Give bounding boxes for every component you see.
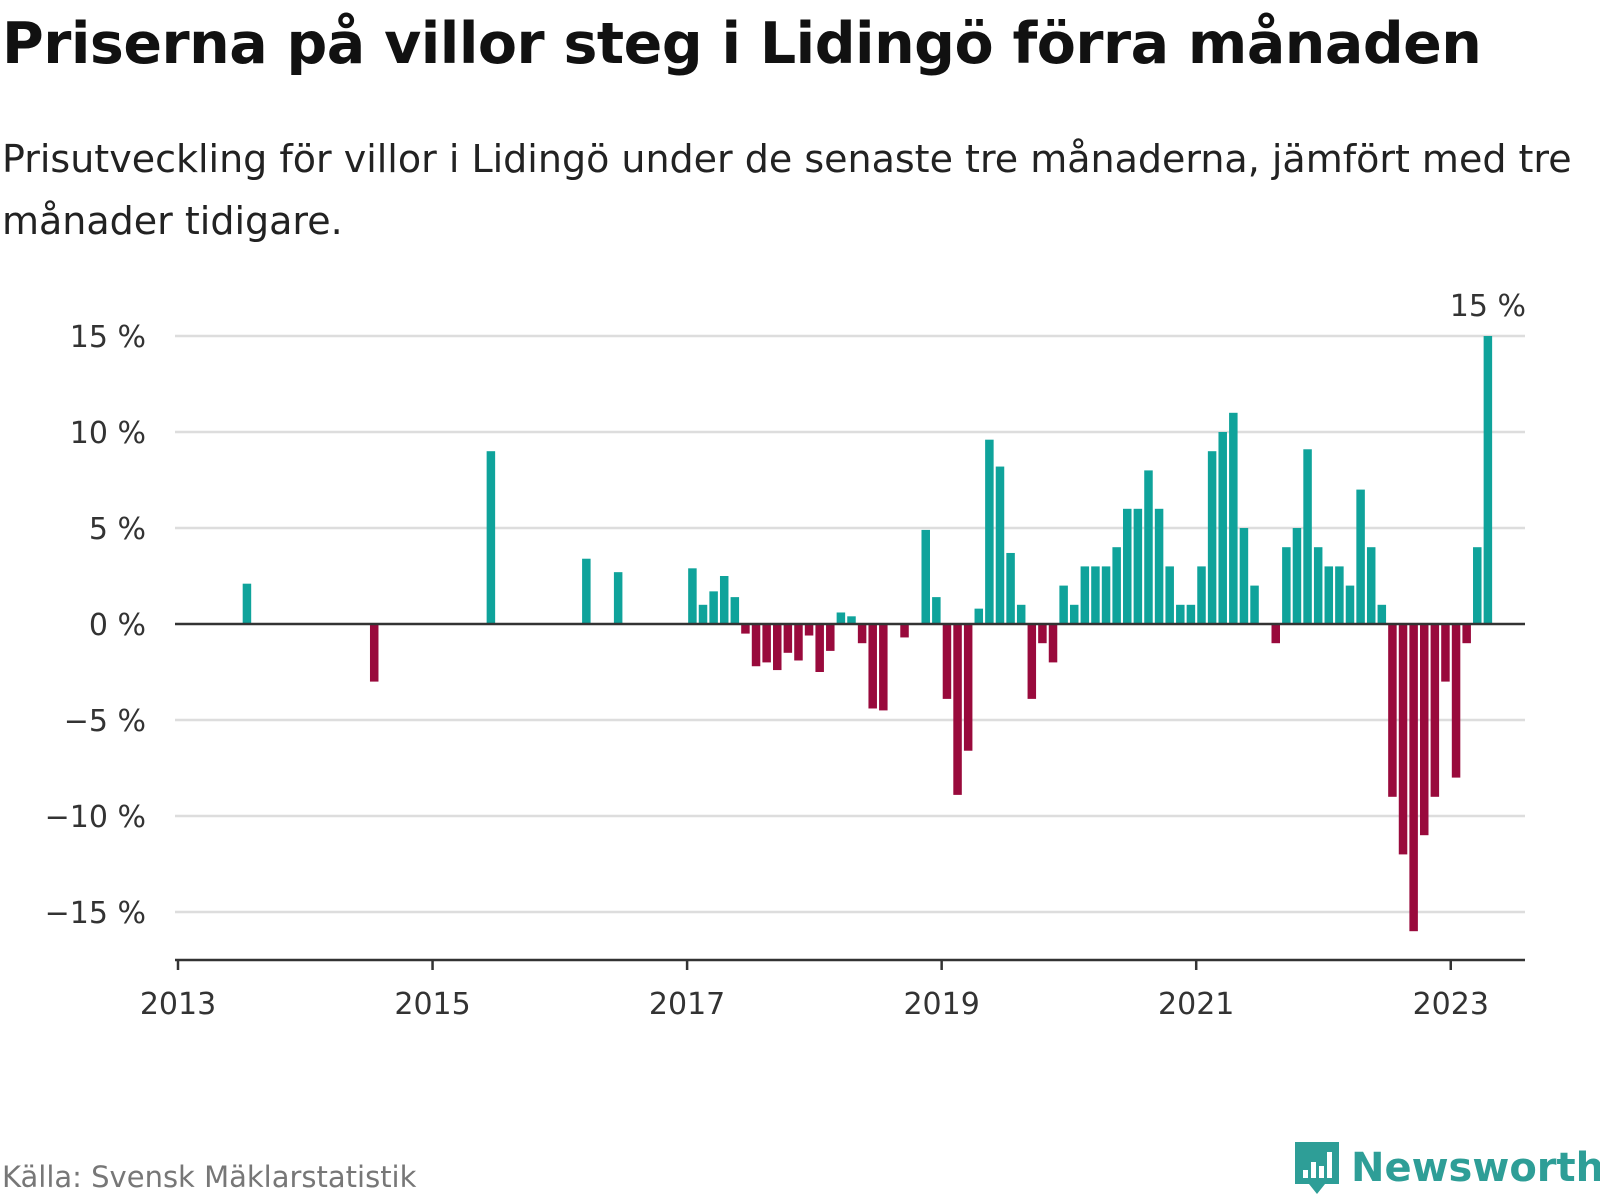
x-tick-label: 2023 [1413, 987, 1489, 1022]
bar [1101, 566, 1111, 624]
bar [751, 624, 761, 667]
bar [857, 624, 867, 644]
x-tick-label: 2019 [903, 987, 979, 1022]
x-tick-label: 2017 [649, 987, 725, 1022]
bar [1271, 624, 1280, 644]
bar [963, 624, 973, 751]
bar [974, 608, 984, 624]
bar [932, 597, 941, 624]
bar [815, 624, 824, 672]
bar [1091, 566, 1100, 624]
x-tick-label: 2015 [394, 987, 470, 1022]
bar [1154, 508, 1164, 624]
bar [847, 616, 856, 624]
bar [1016, 604, 1026, 624]
bar [1229, 412, 1238, 624]
bar [1133, 508, 1143, 624]
bar [953, 624, 962, 795]
y-tick-label: −15 % [45, 896, 146, 931]
brand-name: Newsworthy [1351, 1145, 1600, 1191]
bar [709, 591, 718, 624]
bar [1282, 547, 1291, 624]
source-note: Källa: Svensk Mäklarstatistik [2, 1160, 417, 1194]
bar [1292, 528, 1302, 624]
bar [995, 466, 1005, 624]
x-tick-label: 2021 [1158, 987, 1234, 1022]
bar [773, 624, 782, 671]
y-tick-label: 10 % [70, 416, 146, 451]
bar [1165, 566, 1174, 624]
y-tick-label: 15 % [70, 320, 146, 355]
bar [698, 604, 708, 624]
bar [1207, 451, 1217, 624]
bar [1377, 604, 1387, 624]
bar [369, 624, 379, 682]
bar [794, 624, 803, 661]
y-tick-label: 0 % [89, 608, 146, 643]
bar [1473, 547, 1482, 624]
brand-logo: Newsworthy [1293, 1140, 1600, 1196]
bar [1324, 566, 1334, 624]
bar [1303, 449, 1312, 624]
bar [1398, 624, 1408, 855]
bar [879, 624, 888, 711]
x-tick-label: 2013 [140, 987, 216, 1022]
bar [1218, 432, 1227, 624]
chart-subtitle: Prisutveckling för villor i Lidingö unde… [2, 137, 1572, 243]
bar [1388, 624, 1397, 797]
y-tick-label: 5 % [89, 512, 146, 547]
bar [1239, 528, 1249, 624]
bar [1069, 604, 1079, 624]
bar [1409, 624, 1418, 932]
bar [1313, 547, 1323, 624]
bar [1123, 508, 1132, 624]
bar [985, 439, 994, 624]
bar [1080, 566, 1090, 624]
bar [486, 451, 496, 624]
bar [1430, 624, 1440, 797]
bar [1345, 585, 1355, 624]
bar [1059, 585, 1068, 624]
bar [688, 568, 697, 624]
bar [1144, 470, 1153, 624]
bar [582, 558, 591, 624]
bar [868, 624, 877, 709]
bar [762, 624, 771, 663]
bar-annotation: 15 % [1450, 289, 1526, 324]
bar [1483, 336, 1493, 624]
bar [1197, 566, 1206, 624]
bar [1441, 624, 1450, 682]
bar [1006, 552, 1015, 624]
bar [1419, 624, 1429, 836]
bar [1048, 624, 1058, 663]
bar [1038, 624, 1047, 644]
bar [242, 583, 252, 624]
bar [1186, 604, 1196, 624]
bar [1250, 585, 1259, 624]
bar [613, 572, 623, 624]
newsworthy-logo-icon [1295, 1142, 1339, 1194]
bar [1356, 489, 1365, 624]
chart-title: Priserna på villor steg i Lidingö förra … [2, 11, 1482, 77]
bar [1462, 624, 1471, 644]
bar [921, 529, 930, 624]
bar [836, 612, 846, 624]
bar [1176, 604, 1185, 624]
bar [1335, 566, 1344, 624]
bar [730, 597, 740, 624]
bar [942, 624, 952, 699]
y-tick-label: −10 % [45, 800, 146, 835]
bar-chart: 15 % 10 % 5 % 0 % −5 % −10 % −15 % 2013 2015 2017… [45, 289, 1526, 1022]
bar [900, 624, 909, 638]
bar [1027, 624, 1037, 699]
bar [1112, 547, 1121, 624]
bar [741, 624, 750, 634]
y-tick-label: −5 % [64, 704, 146, 739]
bar [1451, 624, 1461, 778]
bar [1366, 547, 1376, 624]
bar [719, 576, 729, 624]
bar [826, 624, 835, 651]
bar [783, 624, 793, 653]
bar [804, 624, 814, 636]
